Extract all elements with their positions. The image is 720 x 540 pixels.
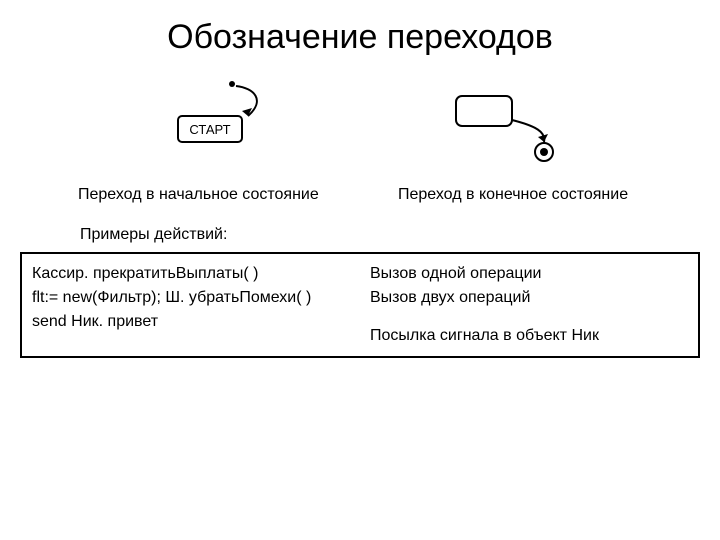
action-line: Кассир. прекратитьВыплаты( ) <box>32 262 350 286</box>
examples-heading: Примеры действий: <box>80 226 227 244</box>
final-state-inner <box>540 148 548 156</box>
start-state-label: СТАРТ <box>189 122 230 137</box>
initial-transition-caption: Переход в начальное состояние <box>78 186 319 204</box>
desc-line: Вызов одной операции <box>370 262 688 286</box>
desc-line: Вызов двух операций <box>370 286 688 310</box>
desc-spacer <box>370 310 688 324</box>
final-transition-diagram <box>450 90 590 170</box>
transition-arrow <box>512 120 544 142</box>
initial-transition-diagram: СТАРТ <box>170 78 300 168</box>
page-title: Обозначение переходов <box>0 18 720 57</box>
table-row: Кассир. прекратитьВыплаты( ) flt:= new(Ф… <box>21 253 699 357</box>
action-line: send Ник. привет <box>32 310 350 334</box>
examples-table: Кассир. прекратитьВыплаты( ) flt:= new(Ф… <box>20 252 700 358</box>
desc-line: Посылка сигнала в объект Ник <box>370 324 688 348</box>
final-transition-caption: Переход в конечное состояние <box>398 186 628 204</box>
table-cell-actions: Кассир. прекратитьВыплаты( ) flt:= new(Ф… <box>21 253 360 357</box>
initial-state-dot <box>229 81 235 87</box>
action-line: flt:= new(Фильтр); Ш. убратьПомехи( ) <box>32 286 350 310</box>
table-cell-descriptions: Вызов одной операции Вызов двух операций… <box>360 253 699 357</box>
source-state-box <box>456 96 512 126</box>
